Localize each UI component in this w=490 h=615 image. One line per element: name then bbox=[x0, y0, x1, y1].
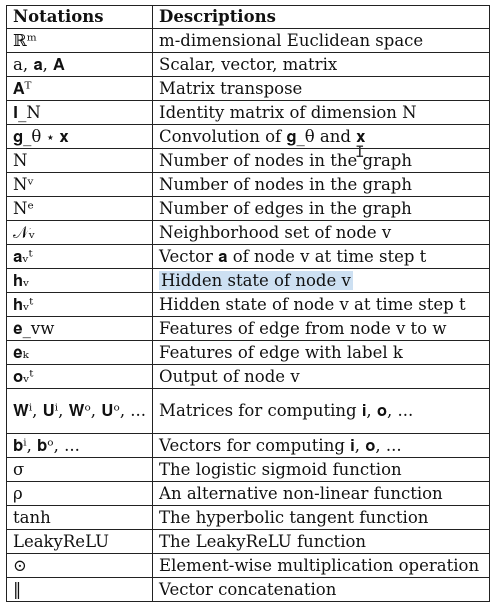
description-cell: Vector 𝐚 of node v at time step t bbox=[152, 244, 490, 269]
table-row: N Number of nodes in the graph bbox=[5, 148, 490, 173]
table-body: ℝᵐ m-dimensional Euclidean space a, 𝐚, 𝐀 Sc… bbox=[5, 28, 490, 602]
description-cell: Vector concatenation bbox=[152, 577, 490, 602]
table-row: 𝐛ⁱ, 𝐛ᵒ, ... Vectors for computing 𝐢, 𝐨, .… bbox=[5, 433, 490, 458]
notation-cell: 𝐨ᵥᵗ bbox=[5, 364, 154, 389]
table-row: 𝐀ᵀ Matrix transpose bbox=[5, 76, 490, 101]
table-row: tanh The hyperbolic tangent function bbox=[5, 505, 490, 530]
table-row: Nᵛ Number of nodes in the graph bbox=[5, 172, 490, 197]
description-cell: Matrices for computing 𝐢, 𝐨, ... bbox=[152, 388, 490, 434]
table-row: 𝐡ᵥᵗ Hidden state of node v at time step t bbox=[5, 292, 490, 317]
table-row: 𝐨ᵥᵗ Output of node v bbox=[5, 364, 490, 389]
notation-cell: 𝐛ⁱ, 𝐛ᵒ, ... bbox=[5, 433, 154, 458]
notation-cell: ‖ bbox=[5, 577, 154, 602]
description-cell: Number of nodes in the graph bbox=[152, 172, 490, 197]
description-cell: Output of node v bbox=[152, 364, 490, 389]
notation-cell: 𝐡ᵥ bbox=[5, 268, 154, 293]
description-cell: Number of edges in the graph bbox=[152, 196, 490, 221]
notation-cell: 𝐖ⁱ, 𝐔ⁱ, 𝐖ᵒ, 𝐔ᵒ, ... bbox=[5, 388, 154, 434]
header-notations: Notations bbox=[5, 5, 154, 29]
description-cell: An alternative non-linear function bbox=[152, 481, 490, 506]
description-cell: Number of nodes in the graph bbox=[152, 148, 490, 173]
description-cell: Element-wise multiplication operation bbox=[152, 553, 490, 578]
table-row: 𝐖ⁱ, 𝐔ⁱ, 𝐖ᵒ, 𝐔ᵒ, ... Matrices for computin… bbox=[5, 388, 490, 434]
table-row: 𝐞ₖ Features of edge with label k bbox=[5, 340, 490, 365]
description-cell: Scalar, vector, matrix bbox=[152, 52, 490, 77]
selected-text[interactable]: Hidden state of node v bbox=[159, 270, 353, 290]
notation-cell: 𝐠_θ ⋆ 𝐱 bbox=[5, 124, 154, 149]
table-row: ρ An alternative non-linear function bbox=[5, 481, 490, 506]
description-cell: Features of edge from node v to w bbox=[152, 316, 490, 341]
header-descriptions: Descriptions bbox=[152, 5, 490, 29]
notation-cell: 𝐡ᵥᵗ bbox=[5, 292, 154, 317]
description-cell: Hidden state of node v at time step t bbox=[152, 292, 490, 317]
table-row: Nᵉ Number of edges in the graph bbox=[5, 196, 490, 221]
table-row: 𝐠_θ ⋆ 𝐱 Convolution of 𝐠_θ and 𝐱 bbox=[5, 124, 490, 149]
table-row: ⊙ Element-wise multiplication operation bbox=[5, 553, 490, 578]
notation-cell: 𝐀ᵀ bbox=[5, 76, 154, 101]
description-cell: The LeakyReLU function bbox=[152, 529, 490, 554]
table-row: 𝐡ᵥ Hidden state of node v bbox=[5, 268, 490, 293]
table-row: 𝐚ᵥᵗ Vector 𝐚 of node v at time step t bbox=[5, 244, 490, 269]
notation-cell: 𝐞ₖ bbox=[5, 340, 154, 365]
table-row: LeakyReLU The LeakyReLU function bbox=[5, 529, 490, 554]
notation-cell: N bbox=[5, 148, 154, 173]
description-cell: Convolution of 𝐠_θ and 𝐱 bbox=[152, 124, 490, 149]
notation-cell: σ bbox=[5, 457, 154, 482]
table-row: 𝐞_vw Features of edge from node v to w bbox=[5, 316, 490, 341]
description-cell: The hyperbolic tangent function bbox=[152, 505, 490, 530]
table-row: ‖ Vector concatenation bbox=[5, 577, 490, 602]
header-row: Notations Descriptions bbox=[5, 5, 490, 29]
notation-cell: 𝐈_N bbox=[5, 100, 154, 125]
notation-cell: LeakyReLU bbox=[5, 529, 154, 554]
notation-cell: 𝐞_vw bbox=[5, 316, 154, 341]
description-cell: The logistic sigmoid function bbox=[152, 457, 490, 482]
notation-cell: 𝐚ᵥᵗ bbox=[5, 244, 154, 269]
notation-cell: ℝᵐ bbox=[5, 28, 154, 53]
notation-table: Notations Descriptions ℝᵐ m-dimensional E… bbox=[5, 5, 490, 602]
notation-cell: ⊙ bbox=[5, 553, 154, 578]
notation-cell: 𝒩ᵥ bbox=[5, 220, 154, 245]
description-cell: m-dimensional Euclidean space bbox=[152, 28, 490, 53]
table-row: σ The logistic sigmoid function bbox=[5, 457, 490, 482]
notation-cell: tanh bbox=[5, 505, 154, 530]
notation-cell: Nᵛ bbox=[5, 172, 154, 197]
description-cell: Features of edge with label k bbox=[152, 340, 490, 365]
notation-cell: a, 𝐚, 𝐀 bbox=[5, 52, 154, 77]
description-cell: Identity matrix of dimension N bbox=[152, 100, 490, 125]
table-row: 𝐈_N Identity matrix of dimension N bbox=[5, 100, 490, 125]
description-cell: Neighborhood set of node v bbox=[152, 220, 490, 245]
table-row: ℝᵐ m-dimensional Euclidean space bbox=[5, 28, 490, 53]
notation-cell: Nᵉ bbox=[5, 196, 154, 221]
text-cursor-icon: I bbox=[355, 142, 365, 161]
description-cell: Matrix transpose bbox=[152, 76, 490, 101]
description-cell: Hidden state of node v bbox=[152, 268, 490, 293]
table-row: a, 𝐚, 𝐀 Scalar, vector, matrix bbox=[5, 52, 490, 77]
notation-cell: ρ bbox=[5, 481, 154, 506]
table-row: 𝒩ᵥ Neighborhood set of node v bbox=[5, 220, 490, 245]
description-cell: Vectors for computing 𝐢, 𝐨, ... bbox=[152, 433, 490, 458]
